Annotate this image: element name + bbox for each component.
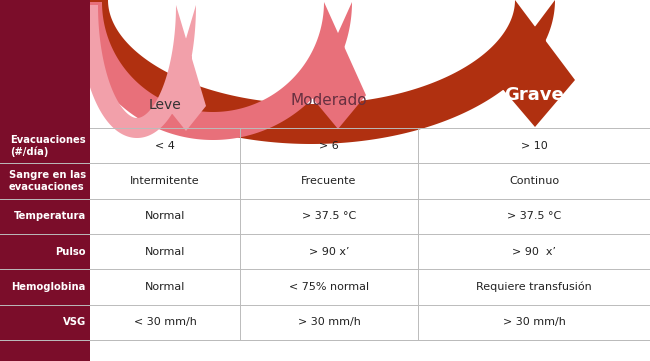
Text: < 75% normal: < 75% normal (289, 282, 369, 292)
Text: > 30 mm/h: > 30 mm/h (298, 317, 361, 327)
Text: Intermitente: Intermitente (130, 176, 200, 186)
Bar (0, 0, 90, 361)
Text: Continuo: Continuo (509, 176, 559, 186)
Text: Requiere transfusión: Requiere transfusión (476, 282, 592, 292)
Bar (0, 199, 90, 234)
Text: Frecuente: Frecuente (302, 176, 357, 186)
Text: Temperatura: Temperatura (14, 211, 86, 221)
Text: < 30 mm/h: < 30 mm/h (133, 317, 196, 327)
Polygon shape (78, 5, 206, 138)
Polygon shape (74, 2, 366, 140)
Text: > 90 x’: > 90 x’ (309, 247, 349, 257)
Text: > 90  x’: > 90 x’ (512, 247, 556, 257)
Text: Normal: Normal (145, 282, 185, 292)
Text: Pulso: Pulso (55, 247, 86, 257)
Bar (0, 234, 90, 269)
Text: Hemoglobina: Hemoglobina (12, 282, 86, 292)
Text: Grave: Grave (504, 86, 564, 104)
Bar (90, 128, 650, 340)
Text: Sangre en las
evacuaciones: Sangre en las evacuaciones (9, 170, 86, 192)
Bar (0, 340, 90, 361)
Bar (0, 305, 90, 340)
Bar (0, 163, 90, 199)
Text: < 4: < 4 (155, 141, 175, 151)
Text: Normal: Normal (145, 211, 185, 221)
Bar (0, 128, 90, 163)
Text: > 6: > 6 (319, 141, 339, 151)
Text: Leve: Leve (149, 98, 181, 112)
Text: > 37.5 °C: > 37.5 °C (302, 211, 356, 221)
Text: VSG: VSG (63, 317, 86, 327)
Text: Normal: Normal (145, 247, 185, 257)
Text: Evacuaciones
(#/día): Evacuaciones (#/día) (10, 135, 86, 157)
Text: > 30 mm/h: > 30 mm/h (502, 317, 566, 327)
Text: > 10: > 10 (521, 141, 547, 151)
Polygon shape (68, 0, 575, 144)
Text: > 37.5 °C: > 37.5 °C (507, 211, 561, 221)
Text: Moderado: Moderado (291, 93, 367, 108)
Bar (0, 269, 90, 305)
